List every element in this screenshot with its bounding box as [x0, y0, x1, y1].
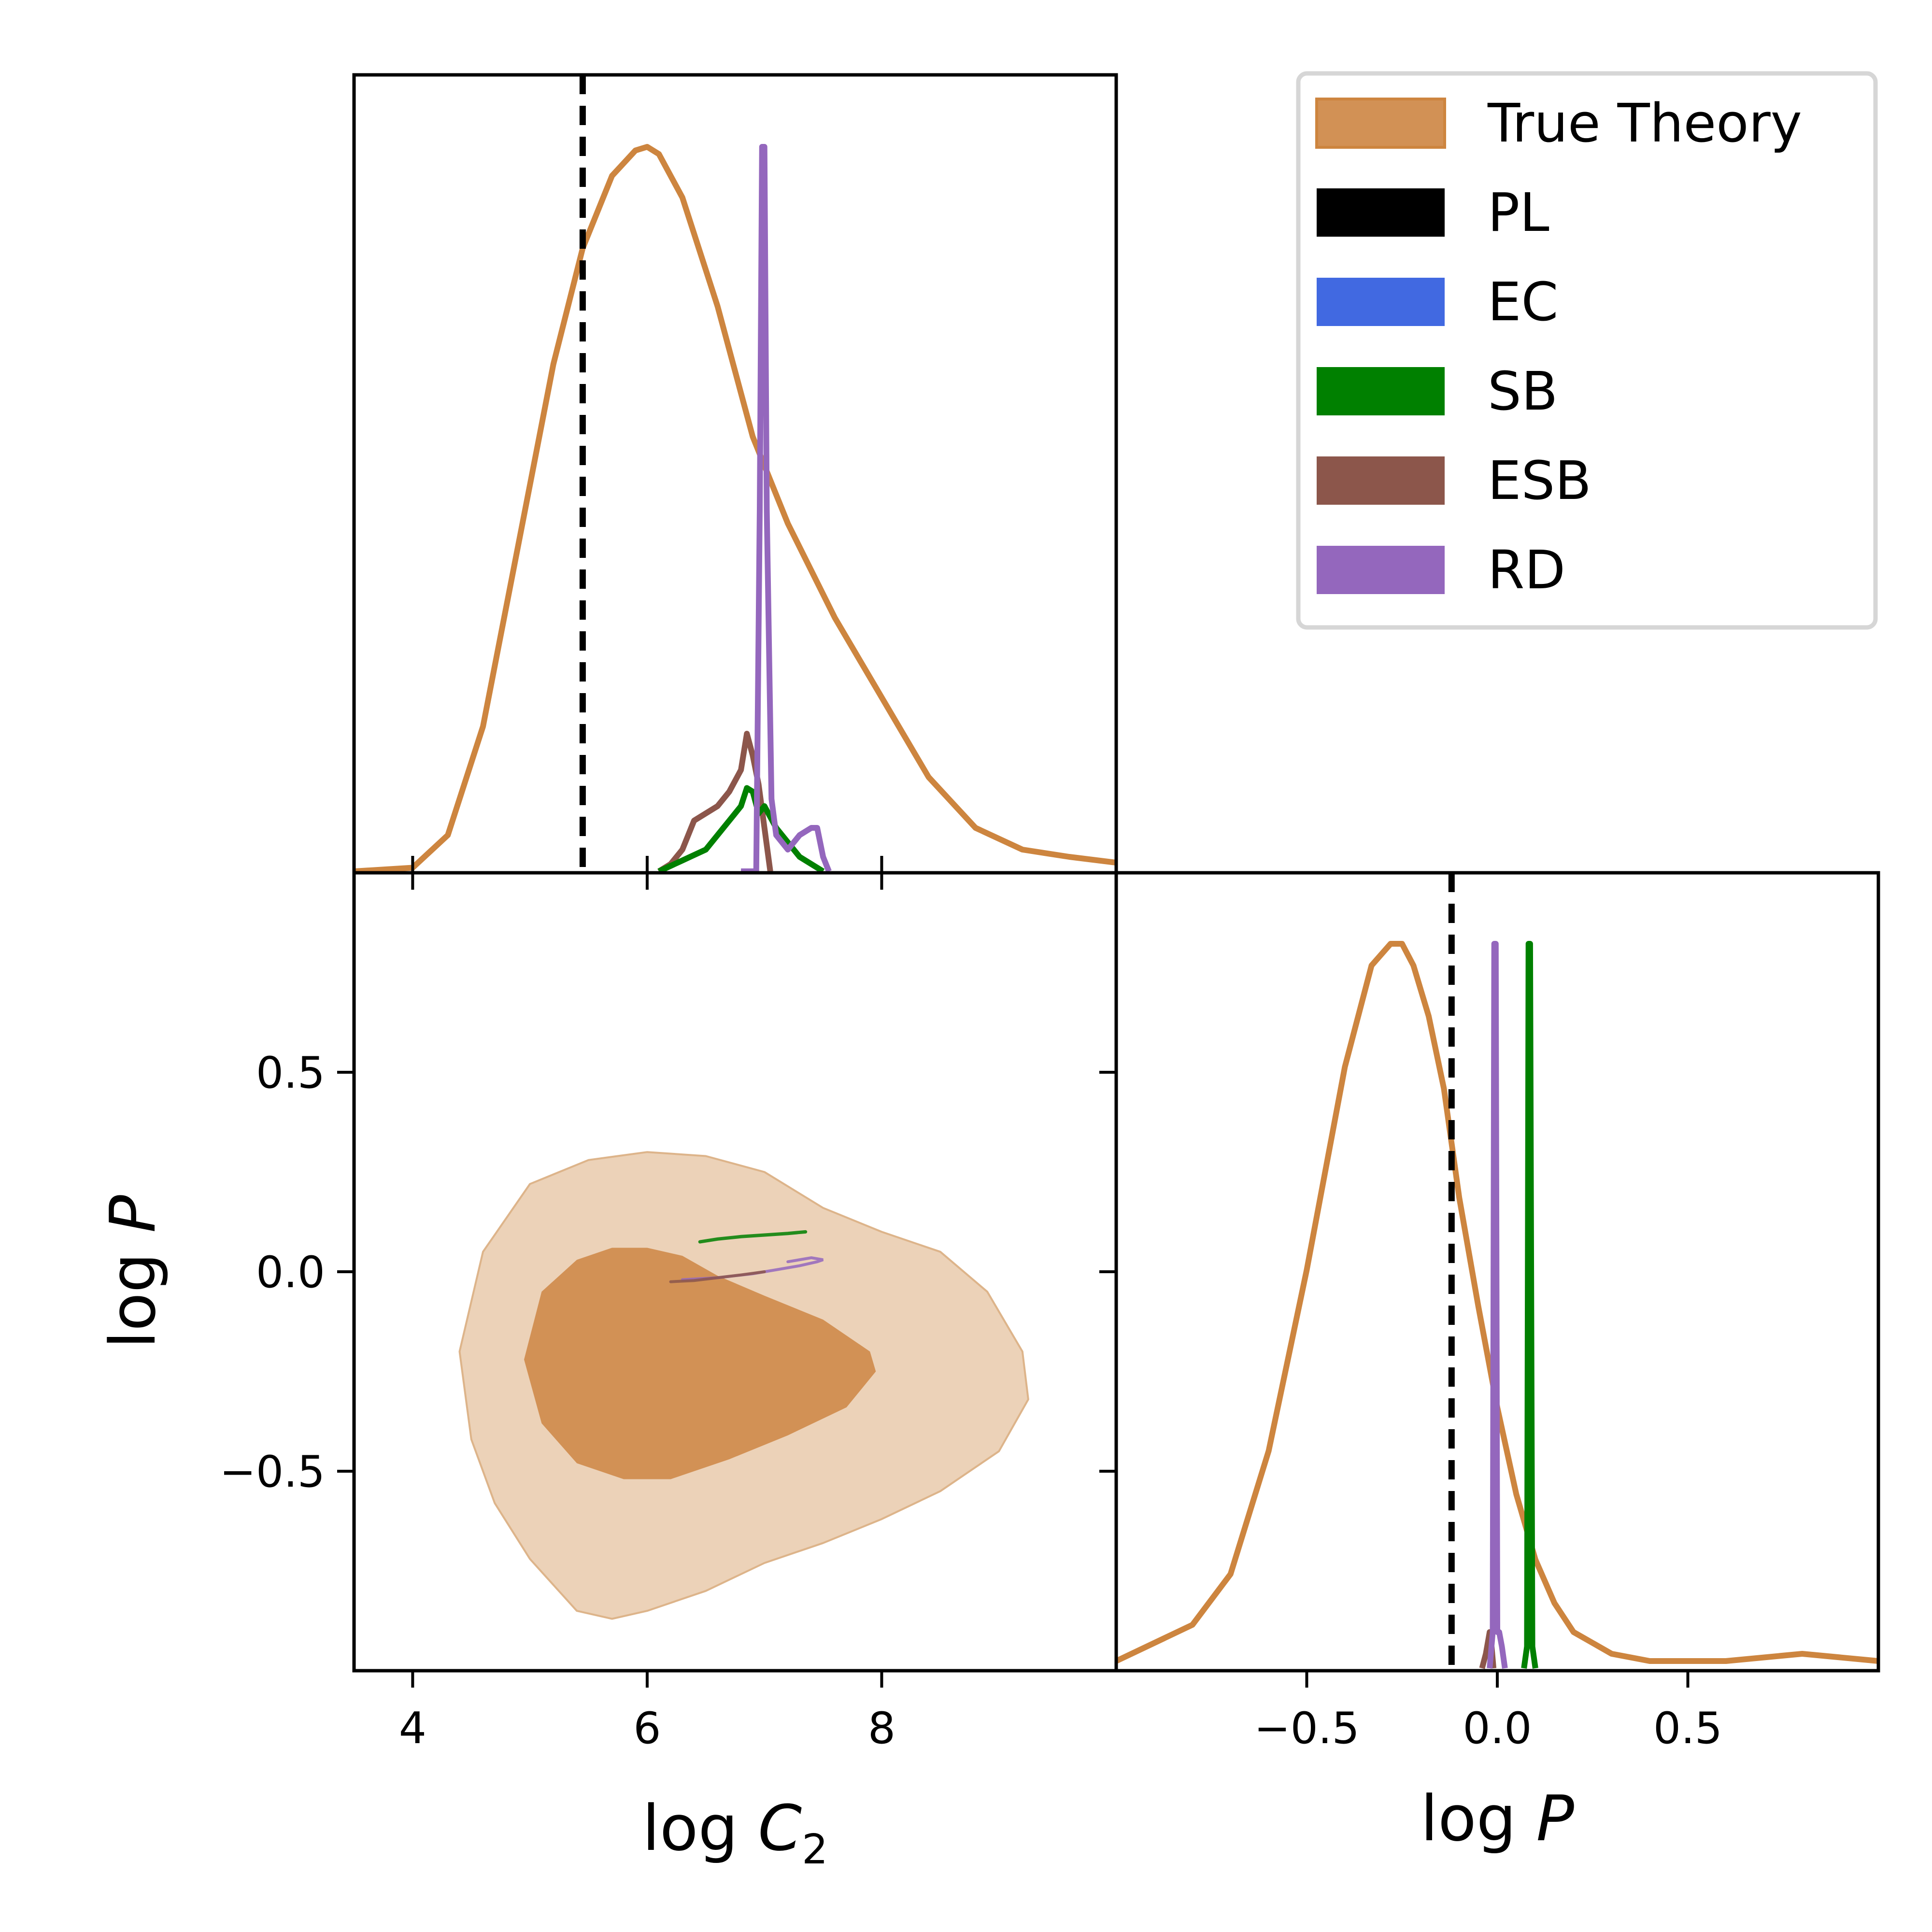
legend: True Theory PL EC SB ESB RD [1296, 71, 1878, 630]
marginal-logP-curves [1115, 873, 1879, 1671]
legend-swatch-rd [1317, 546, 1445, 594]
joint-x-tick-label: 4 [399, 1703, 426, 1754]
marginal-logP-x-tick-label: −0.5 [1254, 1703, 1360, 1754]
marginal-logP-ticks: −0.5 0.0 0.5 [1254, 1671, 1722, 1754]
legend-swatch-sb [1317, 367, 1445, 415]
marginal-logC2-frame [352, 73, 1118, 875]
legend-entries: True Theory PL EC SB ESB RD [1315, 92, 1802, 601]
marginal-logC2-line-sb [657, 785, 825, 874]
legend-swatch-true-theory [1315, 98, 1446, 149]
legend-label-sb: SB [1488, 360, 1558, 422]
marginal-logC2-line-rd [741, 144, 832, 874]
legend-label-pl: PL [1488, 182, 1549, 243]
joint-xlabel: log C2 [642, 1791, 828, 1874]
joint-panel: 4 6 8 0.5 0.0 −0.5 log C2 log P [96, 871, 1118, 1874]
marginal-logC2-ticks [411, 856, 883, 873]
marginal-logC2-panel [352, 73, 1118, 875]
joint-contours [458, 1151, 1029, 1620]
legend-swatch-ec [1317, 278, 1445, 326]
legend-label-esb: ESB [1488, 450, 1591, 511]
joint-x-tick-label: 6 [633, 1703, 661, 1754]
legend-label-ec: EC [1488, 271, 1558, 333]
joint-trace-esb [669, 1270, 766, 1283]
legend-label-rd: RD [1488, 539, 1565, 601]
joint-ticks: 4 6 8 0.5 0.0 −0.5 [219, 873, 1116, 1754]
joint-ylabel: log P [96, 1194, 170, 1349]
marginal-logC2-line-true-theory [354, 144, 1117, 874]
legend-box [1296, 71, 1878, 630]
marginal-logP-line-true-theory [1115, 941, 1879, 1664]
marginal-logP-panel: −0.5 0.0 0.5 log P [1114, 871, 1880, 1855]
marginal-logP-x-tick-label: 0.5 [1653, 1703, 1722, 1754]
marginal-logP-line-rd [1487, 941, 1508, 1669]
legend-swatch-pl [1317, 188, 1445, 237]
joint-x-tick-label: 8 [868, 1703, 895, 1754]
marginal-logP-x-tick-label: 0.0 [1463, 1703, 1532, 1754]
marginal-logC2-curves [354, 75, 1117, 874]
marginal-logP-xlabel: log P [1421, 1782, 1575, 1855]
joint-y-tick-label: −0.5 [219, 1447, 325, 1497]
joint-y-tick-label: 0.5 [256, 1048, 325, 1098]
marginal-logP-line-sb [1521, 941, 1538, 1669]
joint-y-tick-label: 0.0 [256, 1247, 325, 1298]
joint-contour-true-theory-68- [524, 1248, 876, 1479]
joint-trace-sb [698, 1230, 808, 1244]
legend-swatch-esb [1317, 456, 1445, 505]
legend-label-true-theory: True Theory [1487, 92, 1802, 154]
